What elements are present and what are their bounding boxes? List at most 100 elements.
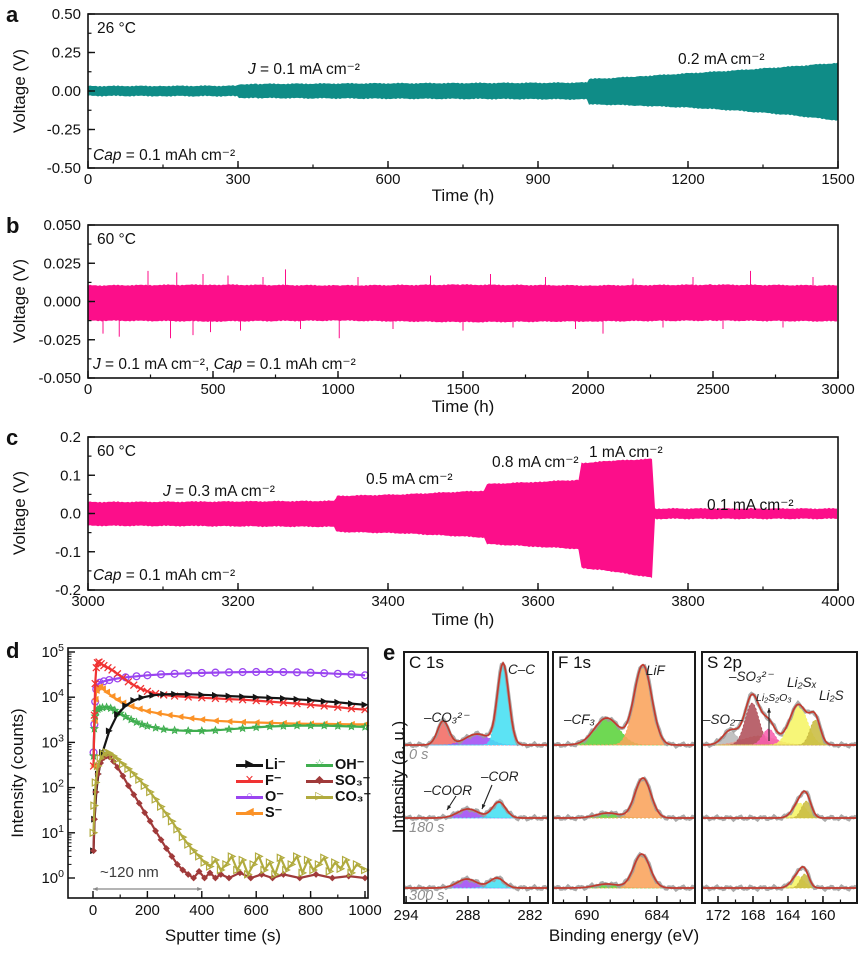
svg-text:1000: 1000 (348, 902, 381, 919)
panel-b-conditions-annotation: J = 0.1 mA cm⁻², Cap = 0.1 mAh cm⁻² (93, 355, 356, 374)
svg-text:684: 684 (644, 907, 669, 924)
legend-label-s: S⁻ (265, 804, 283, 821)
svg-text:1200: 1200 (671, 171, 704, 188)
svg-text:-0.2: -0.2 (55, 582, 81, 599)
svg-text:101: 101 (41, 823, 64, 842)
panel-a-j-symbol: J (248, 61, 256, 78)
panel-c-current01-annotation: 0.1 mA cm⁻² (707, 497, 794, 514)
svg-text:0: 0 (84, 171, 92, 188)
svg-text:600: 600 (244, 902, 269, 919)
svg-text:-0.25: -0.25 (47, 122, 81, 139)
oh-marker-icon: ☆ (306, 758, 333, 772)
panel-b-letter: b (6, 213, 20, 238)
svg-text:0.0: 0.0 (60, 506, 81, 523)
panel-c-current08-annotation: 0.8 mA cm⁻² (492, 454, 579, 471)
svg-text:300: 300 (225, 171, 250, 188)
xps-row-label-180s: 180 s (409, 820, 445, 836)
xps-lif-label: LiF (646, 663, 665, 678)
xps-so2-label: –SO₂– (703, 712, 743, 727)
panel-d-depth-label: ~120 nm (100, 864, 159, 881)
panel-c-temperature-label: 60 °C (97, 443, 136, 460)
svg-text:0: 0 (89, 902, 97, 919)
panel-b-j-value: = 0.1 mA cm⁻², (100, 356, 214, 373)
svg-text:160: 160 (810, 907, 835, 924)
legend-label-oh: OH⁻ (335, 756, 365, 773)
svg-text:0.25: 0.25 (52, 45, 81, 62)
svg-text:294: 294 (394, 907, 419, 924)
panel-b-cap-value: = 0.1 mAh cm⁻² (242, 356, 356, 373)
legend: ▶ Li⁻ ✕ F⁻ ○ O⁻ ◀ S⁻ ☆ OH⁻ ◆ SO₃⁻ ▷ CO₃⁻ (236, 757, 384, 821)
svg-text:164: 164 (775, 907, 800, 924)
xps-cor-label: –COR (481, 769, 519, 784)
xps-co3-label: –CO₃²⁻ (424, 710, 469, 725)
panel-a-current-annotation: J = 0.1 mA cm⁻² (248, 60, 360, 79)
xps-cc-label: C–C (508, 662, 536, 677)
svg-text:0.50: 0.50 (52, 6, 81, 23)
panel-c-capacity-annotation: Cap = 0.1 mAh cm⁻² (93, 566, 235, 585)
legend-label-co3: CO₃⁻ (335, 788, 372, 805)
panel-a-y-axis-label: Voltage (V) (10, 48, 29, 134)
s-marker-icon: ◀ (236, 806, 263, 820)
svg-text:-0.1: -0.1 (55, 544, 81, 561)
legend-item-o: ○ O⁻ (236, 789, 302, 805)
xps-li2s2o3-label: Li₂S₂O₃ (756, 692, 792, 704)
xps-s2p-title: S 2p (707, 653, 742, 672)
xps-c1s-title: C 1s (409, 653, 444, 672)
panel-a-cap-symbol: Cap (93, 147, 122, 164)
co3-marker-icon: ▷ (306, 790, 333, 804)
svg-text:3800: 3800 (671, 593, 704, 610)
svg-text:0.2: 0.2 (60, 429, 81, 446)
panel-a-current2-annotation: 0.2 mA cm⁻² (678, 51, 765, 68)
svg-text:282: 282 (517, 907, 542, 924)
panel-e-letter: e (383, 640, 396, 665)
panel-b-y-axis-label: Voltage (V) (10, 258, 29, 344)
svg-text:2500: 2500 (696, 381, 729, 398)
panel-c-x-axis-label: Time (h) (431, 610, 495, 629)
panel-d-y-axis-label: Intensity (counts) (8, 708, 27, 838)
svg-text:100: 100 (41, 868, 64, 887)
o-marker-icon: ○ (236, 790, 263, 804)
panel-b-cap-symbol: Cap (213, 356, 243, 373)
xps-row-label-0s: 0 s (409, 747, 429, 763)
svg-text:3200: 3200 (221, 593, 254, 610)
xps-so3-label: –SO₃²⁻ (729, 669, 773, 684)
legend-label-li: Li⁻ (265, 756, 286, 773)
svg-text:900: 900 (525, 171, 550, 188)
svg-text:0.00: 0.00 (52, 83, 81, 100)
panel-a-x-axis-label: Time (h) (431, 186, 495, 205)
svg-text:500: 500 (200, 381, 225, 398)
svg-text:1500: 1500 (446, 381, 479, 398)
panel-d-letter: d (6, 638, 20, 663)
panel-c-current03-annotation: J = 0.3 mA cm⁻² (163, 482, 275, 501)
xps-cf3-label: –CF₃ (564, 712, 595, 727)
svg-text:800: 800 (298, 902, 323, 919)
svg-text:0.025: 0.025 (43, 255, 81, 272)
panel-e-x-axis-label: Binding energy (eV) (548, 926, 700, 945)
panel-c-j-symbol: J (163, 483, 171, 500)
so3-marker-icon: ◆ (306, 774, 333, 788)
svg-text:-0.050: -0.050 (38, 370, 81, 387)
li-marker-icon: ▶ (236, 758, 263, 772)
svg-text:105: 105 (41, 642, 64, 661)
panel-a-cap-value: = 0.1 mAh cm⁻² (121, 147, 236, 164)
svg-text:0.1: 0.1 (60, 467, 81, 484)
svg-text:103: 103 (41, 732, 64, 751)
panel-c-cap-value: = 0.1 mAh cm⁻² (121, 567, 236, 584)
panel-c-letter: c (6, 425, 19, 450)
svg-text:200: 200 (135, 902, 160, 919)
xps-f1s-title: F 1s (558, 653, 592, 672)
legend-label-o: O⁻ (265, 788, 284, 805)
svg-text:3400: 3400 (371, 593, 404, 610)
svg-text:400: 400 (189, 902, 214, 919)
legend-item-f: ✕ F⁻ (236, 773, 302, 789)
panel-c-current1-annotation: 1 mA cm⁻² (589, 444, 663, 461)
svg-text:3000: 3000 (71, 593, 104, 610)
panel-c-cap-symbol: Cap (93, 567, 122, 584)
panel-b-temperature-label: 60 °C (97, 231, 136, 248)
panel-c-y-axis-label: Voltage (V) (10, 470, 29, 556)
svg-text:-0.025: -0.025 (38, 332, 81, 349)
panel-e-y-axis-label: Intensity (a. u.) (389, 720, 408, 834)
svg-text:0.000: 0.000 (43, 294, 81, 311)
